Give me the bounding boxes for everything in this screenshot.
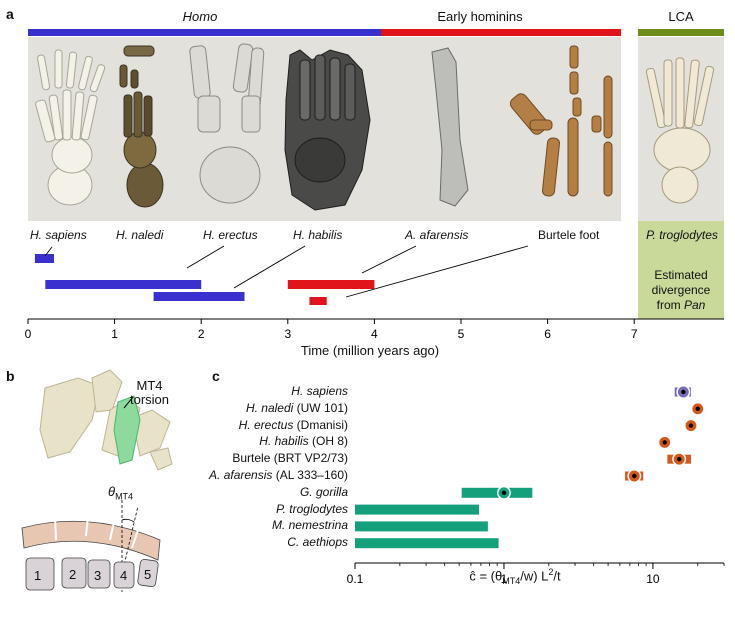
h-sapiens-foot-image — [35, 49, 106, 206]
metatarsal-number-2: 2 — [69, 567, 77, 582]
data-point-center — [695, 406, 700, 411]
panel-c-row-label: M. nemestrina — [271, 518, 348, 533]
mt4-torsion-label: MT4 torsion — [130, 379, 169, 407]
timeline-tick-label: 0 — [25, 327, 32, 341]
panel-c-row-label: H. habilis (OH 8) — [259, 434, 348, 449]
xlabel-sup: 2 — [548, 567, 554, 577]
metatarsal-number-3: 3 — [94, 568, 102, 583]
panel-b-graphic — [21, 369, 173, 592]
burtele-foot-image — [509, 45, 613, 197]
data-point-center — [662, 440, 667, 445]
a-afarensis-metatarsal-image — [431, 47, 469, 207]
theta-subscript: MT4 — [115, 491, 134, 502]
timeline-tick-label: 4 — [371, 327, 378, 341]
panel-c-row-label: H. erectus (Dmanisi) — [238, 417, 348, 432]
timeline-range-bar — [153, 292, 245, 301]
timeline-range-bar — [45, 280, 202, 289]
lca-line-3-prefix: from — [656, 298, 684, 312]
mt4-leader-line — [123, 396, 134, 409]
homo-group-bar — [28, 29, 381, 36]
panel-c-row-label: C. aethiops — [287, 535, 348, 550]
timeline-range-bar — [309, 297, 327, 305]
timeline-tick-label: 1 — [111, 327, 118, 341]
lca-line-3-italic: Pan — [683, 298, 706, 312]
group-label-homo: Homo — [182, 9, 218, 24]
label-h-erectus: H. erectus — [203, 228, 258, 242]
lca-line-3: from Pan — [638, 298, 724, 313]
x-tick-label: 10 — [646, 572, 660, 586]
data-point-center — [676, 457, 682, 462]
panel-a-letter: a — [6, 6, 14, 22]
label-p-troglodytes: P. troglodytes — [646, 228, 718, 242]
timeline-xlabel: Time (million years ago) — [300, 343, 440, 358]
mt4-torsion-line-1: MT4 — [136, 378, 163, 393]
metatarsal-boxes — [25, 557, 159, 591]
h-erectus-foot-image — [189, 43, 265, 204]
lca-line-2: divergence — [651, 283, 711, 297]
data-point-center — [632, 473, 637, 479]
lca-group-bar — [638, 29, 724, 36]
data-point-center — [501, 490, 507, 495]
panel-c-row-label: H. naledi (UW 101) — [245, 400, 348, 415]
panel-b-letter: b — [6, 368, 15, 384]
metatarsal-number-4: 4 — [120, 568, 128, 583]
h-naledi-foot-image — [119, 45, 164, 208]
metatarsal-number-5: 5 — [144, 567, 152, 582]
xlabel-part-2: /w) L — [520, 568, 549, 584]
theta-mt4-label: θMT4 — [108, 484, 133, 502]
label-h-habilis: H. habilis — [293, 228, 343, 242]
panel-c-row-label: Burtele (BRT VP2/73) — [232, 451, 348, 466]
range-bar — [355, 538, 499, 549]
lca-divergence-text: Estimated divergence from Pan — [638, 268, 724, 313]
mt4-highlight — [113, 395, 141, 465]
range-bar — [355, 521, 488, 532]
panel-c-chart: 0.1 1 10 — [347, 385, 725, 586]
metatarsal-arc-schematic — [21, 515, 161, 561]
timeline-ticks: 0 1 2 3 4 5 6 7 — [25, 319, 638, 341]
theta-angle-arc — [121, 518, 135, 523]
label-h-naledi: H. naledi — [116, 228, 164, 242]
data-point-center — [688, 423, 694, 428]
label-a-afarensis: A. afarensis — [405, 228, 469, 242]
timeline-tick-label: 7 — [631, 327, 638, 341]
theta-symbol: θ — [108, 484, 116, 499]
range-bar — [355, 504, 480, 515]
label-h-sapiens: H. sapiens — [30, 228, 87, 242]
timeline-tick-label: 6 — [544, 327, 551, 341]
early-hominins-group-bar — [381, 29, 621, 36]
range-bar — [461, 487, 533, 498]
timeline-tick-label: 3 — [284, 327, 291, 341]
timeline-bars — [34, 254, 375, 305]
panel-c-marks — [355, 385, 705, 549]
timeline-tick-label: 5 — [458, 327, 465, 341]
group-label-lca: LCA — [668, 9, 694, 24]
xlabel-part-3: /t — [553, 568, 561, 584]
panel-c-ticks: 0.1 1 10 — [347, 563, 725, 586]
panel-c-row-label: H. sapiens — [291, 384, 348, 398]
panel-c-xlabel: ĉ = (θMT4/w) L2/t — [355, 567, 675, 586]
panel-c-letter: c — [212, 368, 220, 384]
panel-c-row-label: P. troglodytes — [276, 501, 348, 516]
xlabel-sub: MT4 — [502, 575, 521, 586]
x-tick-label: 1 — [501, 572, 508, 586]
lca-divergence-box — [638, 221, 724, 319]
x-tick-label: 0.1 — [347, 572, 364, 586]
h-habilis-foot-image — [284, 49, 371, 211]
metatarsal-number-1: 1 — [34, 568, 42, 583]
timeline-tick-label: 2 — [198, 327, 205, 341]
p-troglodytes-foot-image — [645, 57, 715, 204]
timeline-leader-lines — [44, 245, 529, 298]
timeline-range-bar — [34, 254, 54, 263]
timeline-range-bar — [287, 280, 375, 289]
mt4-torsion-line-2: torsion — [130, 392, 170, 407]
label-burtele-foot: Burtele foot — [538, 228, 600, 242]
group-label-early-hominins: Early hominins — [437, 9, 523, 24]
lca-line-1: Estimated — [654, 268, 708, 282]
panel-a-graphic: 0 1 2 3 4 5 6 7 — [25, 29, 724, 341]
xlabel-part-1: ĉ = (θ — [469, 568, 503, 584]
panel-c-row-label: A. afarensis (AL 333–160) — [209, 468, 348, 482]
data-point-center — [681, 389, 686, 395]
panel-c-row-label: G. gorilla — [299, 484, 348, 499]
